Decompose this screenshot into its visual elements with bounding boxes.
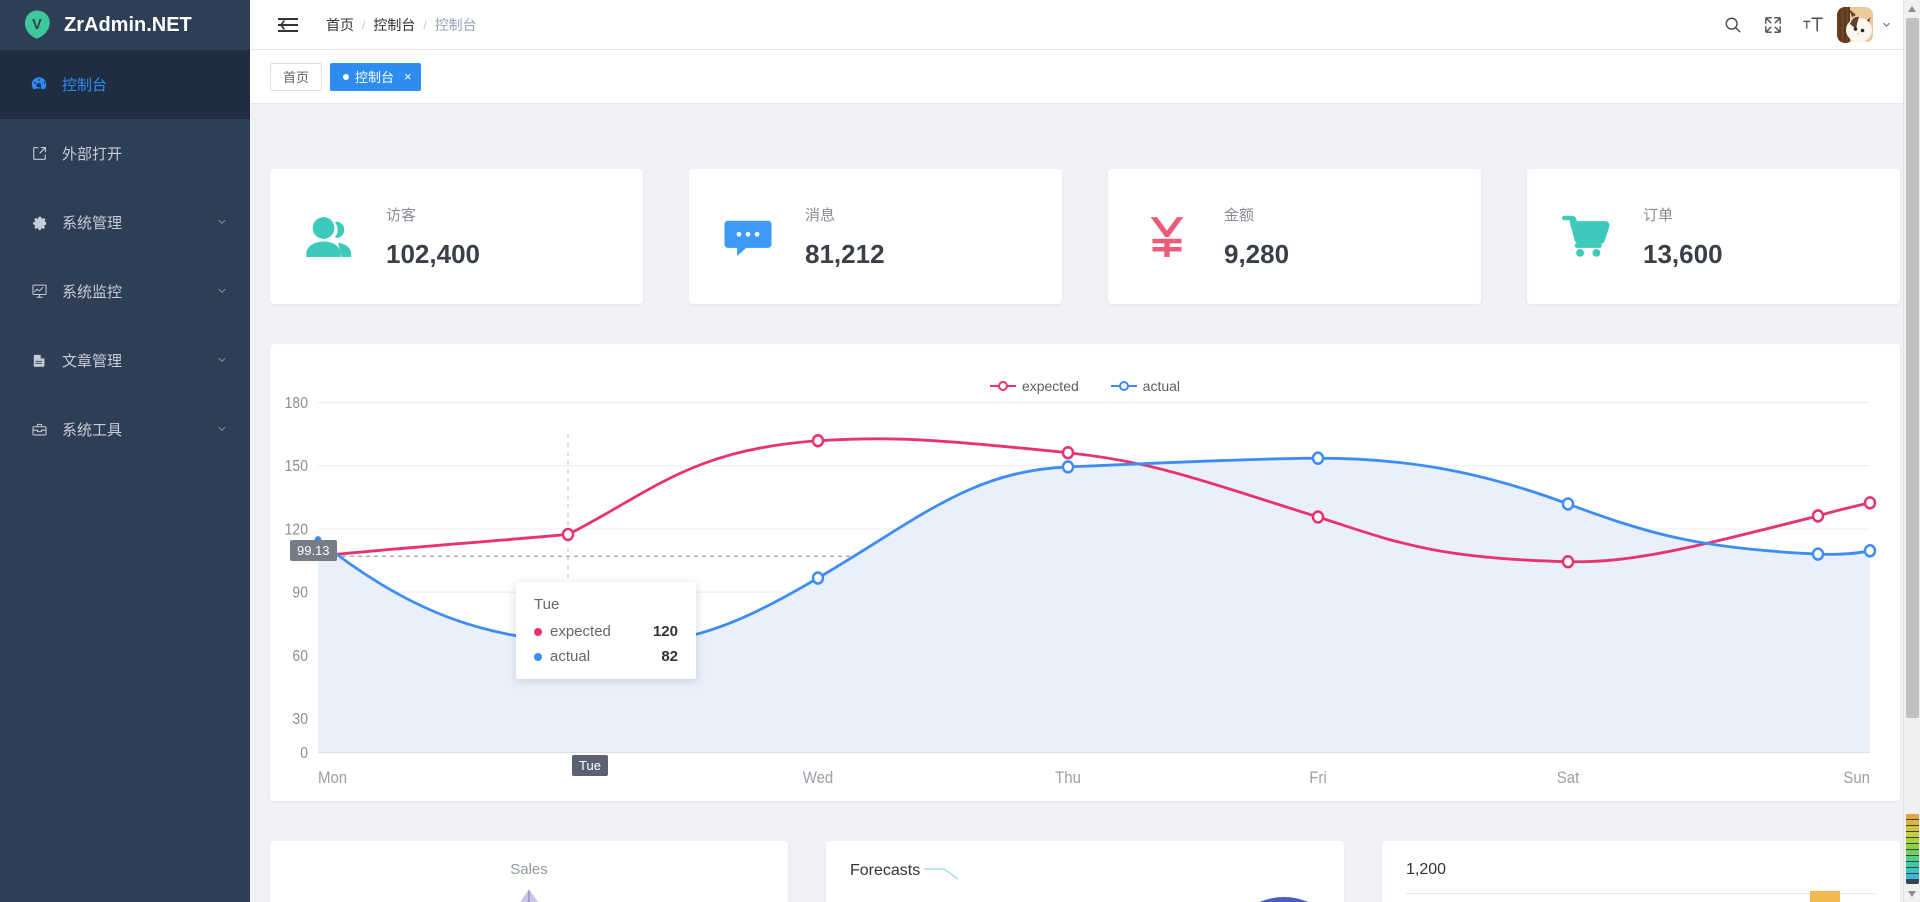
- svg-text:150: 150: [285, 459, 308, 476]
- svg-text:180: 180: [285, 396, 308, 413]
- svg-text:0: 0: [300, 745, 308, 762]
- svg-text:Wed: Wed: [803, 769, 834, 787]
- svg-text:30: 30: [292, 712, 308, 729]
- svg-text:90: 90: [292, 585, 308, 602]
- svg-text:Sat: Sat: [1557, 769, 1580, 787]
- svg-text:120: 120: [285, 522, 308, 539]
- svg-text:Sun: Sun: [1843, 769, 1870, 787]
- svg-text:60: 60: [292, 648, 308, 665]
- svg-text:Thu: Thu: [1055, 769, 1081, 787]
- svg-text:Fri: Fri: [1309, 769, 1326, 787]
- svg-text:V: V: [32, 17, 42, 33]
- svg-text:Mon: Mon: [318, 769, 347, 787]
